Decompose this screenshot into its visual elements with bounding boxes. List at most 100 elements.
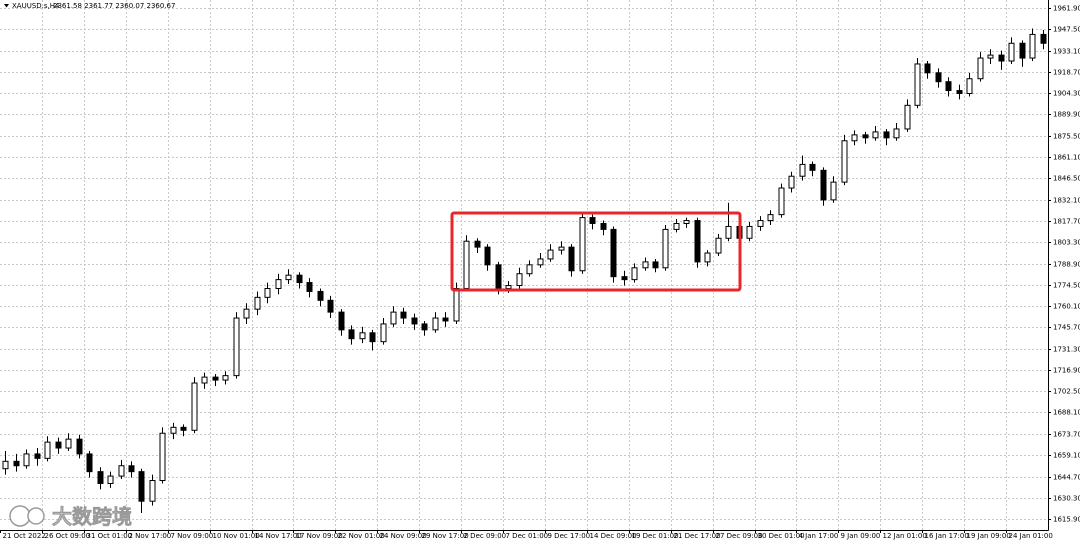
x-tick-label: 19 Dec 01:00 xyxy=(632,532,679,540)
candle-body xyxy=(966,78,973,95)
candle-body xyxy=(579,217,586,272)
x-tick-label: 24 Jan 01:00 xyxy=(1009,532,1053,540)
candle-body xyxy=(254,296,261,310)
y-tick-label: 1846.50 xyxy=(1053,175,1080,183)
watermark-logo xyxy=(27,507,45,525)
y-tick-label: 1716.90 xyxy=(1053,367,1080,375)
x-tick-label: 24 Nov 09:00 xyxy=(380,532,427,540)
candle-body xyxy=(673,222,680,230)
y-tick-label: 1745.70 xyxy=(1053,324,1080,332)
candle-body xyxy=(704,252,711,263)
candle-body xyxy=(243,308,250,319)
y-tick-label: 1774.50 xyxy=(1053,282,1080,290)
candle-body xyxy=(516,273,523,287)
candle-body xyxy=(159,432,166,482)
y-tick-label: 1702.50 xyxy=(1053,388,1080,396)
symbol: XAUUSD.s,H4 xyxy=(12,2,60,10)
candle-body xyxy=(715,237,722,254)
candle-body xyxy=(872,131,879,139)
candle-body xyxy=(725,225,732,239)
candle-body xyxy=(621,276,628,281)
y-tick-label: 1688.10 xyxy=(1053,409,1080,417)
x-tick-label: 14 Dec 09:00 xyxy=(590,532,637,540)
x-tick-label: 2 Dec 09:00 xyxy=(464,532,507,540)
candle-body xyxy=(600,222,607,230)
candle-body xyxy=(924,63,931,74)
x-tick-label: 7 Nov 09:00 xyxy=(171,532,214,540)
candle-body xyxy=(767,214,774,222)
candle-body xyxy=(1008,42,1015,62)
y-tick-label: 1832.10 xyxy=(1053,197,1080,205)
y-tick-label: 1644.70 xyxy=(1053,474,1080,482)
candle-body xyxy=(987,54,994,59)
candle-body xyxy=(275,279,282,289)
candle-body xyxy=(841,140,848,183)
candle-body xyxy=(264,287,271,298)
candle-body xyxy=(945,81,952,92)
y-tick-label: 1630.30 xyxy=(1053,495,1080,503)
candle-body xyxy=(348,329,355,340)
candle-body xyxy=(652,261,659,269)
candle-body xyxy=(589,217,596,224)
candle-body xyxy=(212,376,219,381)
candle-body xyxy=(233,317,240,377)
watermark-logo xyxy=(9,505,31,527)
x-tick-label: 21 Dec 17:00 xyxy=(674,532,721,540)
candle-body xyxy=(191,382,198,431)
candle-body xyxy=(34,453,41,459)
x-tick-label: 10 Nov 01:00 xyxy=(213,532,260,540)
candle-body xyxy=(138,471,145,502)
symbol-menu-icon[interactable] xyxy=(4,4,9,8)
candle-body xyxy=(13,460,20,467)
candle-body xyxy=(956,90,963,95)
candle-body xyxy=(505,285,512,289)
candle-body xyxy=(180,426,187,431)
x-tick-label: 27 Dec 09:00 xyxy=(716,532,763,540)
grid xyxy=(0,0,1048,530)
y-tick-label: 1731.30 xyxy=(1053,346,1080,354)
candle-body xyxy=(484,246,491,266)
candle-body xyxy=(830,181,837,201)
candle-body xyxy=(170,426,177,434)
candle-body xyxy=(107,475,114,484)
candle-body xyxy=(97,471,104,484)
candle-body xyxy=(537,258,544,266)
y-tick-label: 1961.90 xyxy=(1053,5,1080,13)
candle-body xyxy=(463,240,470,289)
candle-body xyxy=(390,311,397,325)
candle-body xyxy=(694,220,701,263)
candle-body xyxy=(914,63,921,106)
y-tick-label: 1788.90 xyxy=(1053,261,1080,269)
candle-body xyxy=(44,441,51,459)
y-tick-label: 1659.10 xyxy=(1053,452,1080,460)
x-tick-label: 17 Nov 09:00 xyxy=(296,532,343,540)
x-tick-label: 14 Nov 17:00 xyxy=(255,532,302,540)
candle-body xyxy=(65,438,72,449)
y-tick-label: 1875.50 xyxy=(1053,133,1080,141)
x-tick-label: 9 Jan 09:00 xyxy=(841,532,881,540)
candle-body xyxy=(55,441,62,449)
candle-body xyxy=(683,220,690,224)
candle-body xyxy=(809,163,816,171)
candle-body xyxy=(128,465,135,473)
candle-body xyxy=(610,228,617,278)
candle-body xyxy=(862,134,869,139)
candle-body xyxy=(201,376,208,384)
candle-body xyxy=(432,317,439,331)
candle-body xyxy=(306,282,313,292)
candle-body xyxy=(222,375,229,381)
x-tick-label: 2 Nov 17:00 xyxy=(129,532,172,540)
candle-body xyxy=(662,228,669,269)
quote: 2361.58 2361.77 2360.07 2360.67 xyxy=(53,2,175,10)
y-tick-label: 1673.70 xyxy=(1053,431,1080,439)
candle-body xyxy=(23,453,30,467)
highlight-box xyxy=(450,211,742,292)
y-tick-label: 1904.30 xyxy=(1053,90,1080,98)
candle-body xyxy=(359,332,366,340)
x-tick-label: 31 Oct 01:00 xyxy=(87,532,133,540)
x-tick-label: 19 Jan 09:00 xyxy=(967,532,1011,540)
x-tick-label: 30 Dec 01:00 xyxy=(758,532,805,540)
y-tick-label: 1615.90 xyxy=(1053,516,1080,524)
